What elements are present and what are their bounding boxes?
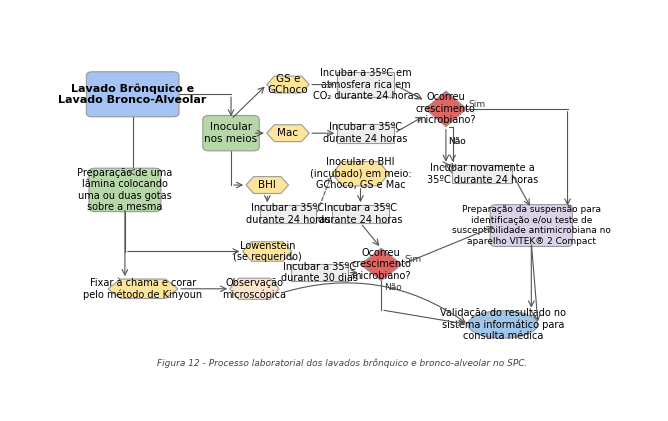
Bar (260, 205, 317, 223)
Text: Fixar à chama e corar
pelo método de Kinyoun: Fixar à chama e corar pelo método de Kin… (84, 278, 202, 300)
Text: Não: Não (448, 137, 466, 147)
Text: Inocular o BHI
(incubado) em meio:
GChoco, GS e Mac: Inocular o BHI (incubado) em meio: GChoc… (310, 157, 411, 190)
Polygon shape (361, 248, 402, 281)
Text: Sim: Sim (468, 100, 485, 109)
Bar (337, 124, 394, 143)
Polygon shape (426, 91, 466, 127)
Text: Lowenstein
(se requerido): Lowenstein (se requerido) (233, 241, 302, 262)
Bar (332, 205, 389, 223)
FancyBboxPatch shape (203, 115, 259, 151)
Polygon shape (267, 76, 309, 93)
Polygon shape (246, 177, 289, 194)
Text: Observação
microscópica: Observação microscópica (222, 278, 287, 300)
Text: BHI: BHI (259, 180, 277, 190)
FancyBboxPatch shape (89, 168, 161, 212)
Text: Incubar a 35ºC
durante 24 horas: Incubar a 35ºC durante 24 horas (318, 203, 403, 225)
Text: Incubar novamente a
35ºC durante 24 horas: Incubar novamente a 35ºC durante 24 hora… (426, 163, 538, 184)
FancyBboxPatch shape (490, 205, 572, 246)
Bar (291, 264, 347, 282)
Text: Inocular
nos meios: Inocular nos meios (204, 123, 258, 144)
Text: Incubar a 35ºC
durante 24 horas: Incubar a 35ºC durante 24 horas (246, 203, 330, 225)
Bar (337, 72, 394, 97)
Text: Incubar a 35ºC
durante 24 horas: Incubar a 35ºC durante 24 horas (323, 123, 408, 144)
Polygon shape (242, 242, 292, 261)
Text: Preparação da suspensão para
identificação e/ou teste de
susceptibilidade antimi: Preparação da suspensão para identificaç… (452, 205, 611, 246)
Text: Preparação de uma
lâmina colocando
uma ou duas gotas
sobre a mesma: Preparação de uma lâmina colocando uma o… (77, 168, 172, 212)
Polygon shape (230, 278, 279, 299)
Text: Sim: Sim (405, 255, 422, 264)
Text: Ocorreu
crescimento
microbiano?: Ocorreu crescimento microbiano? (416, 92, 476, 125)
Text: GS e
GChoco: GS e GChoco (268, 74, 309, 96)
Text: Incubar a 35ºC em
atmosfera rica em
CO₂ durante 24 horas: Incubar a 35ºC em atmosfera rica em CO₂ … (313, 68, 419, 101)
Text: Figura 12 - Processo laboratorial dos lavados brônquico e bronco-alveolar no SPC: Figura 12 - Processo laboratorial dos la… (157, 359, 528, 368)
Text: Incubar a 35ºC
durante 30 dias: Incubar a 35ºC durante 30 dias (281, 262, 357, 283)
Polygon shape (108, 279, 178, 298)
Bar (452, 165, 512, 183)
Text: Validação do resultado no
sistema informático para
consulta médica: Validação do resultado no sistema inform… (440, 308, 566, 341)
Polygon shape (267, 125, 309, 141)
FancyBboxPatch shape (86, 72, 179, 117)
Text: Não: Não (448, 137, 466, 146)
Text: Lavado Brônquico e
Lavado Bronco-Alveolar: Lavado Brônquico e Lavado Bronco-Alveola… (59, 83, 207, 105)
Text: Ocorreu
crescimento
microbiano?: Ocorreu crescimento microbiano? (351, 248, 411, 281)
Ellipse shape (468, 311, 538, 338)
Text: Mac: Mac (277, 128, 299, 138)
Polygon shape (332, 162, 389, 186)
Text: Não: Não (383, 283, 401, 292)
